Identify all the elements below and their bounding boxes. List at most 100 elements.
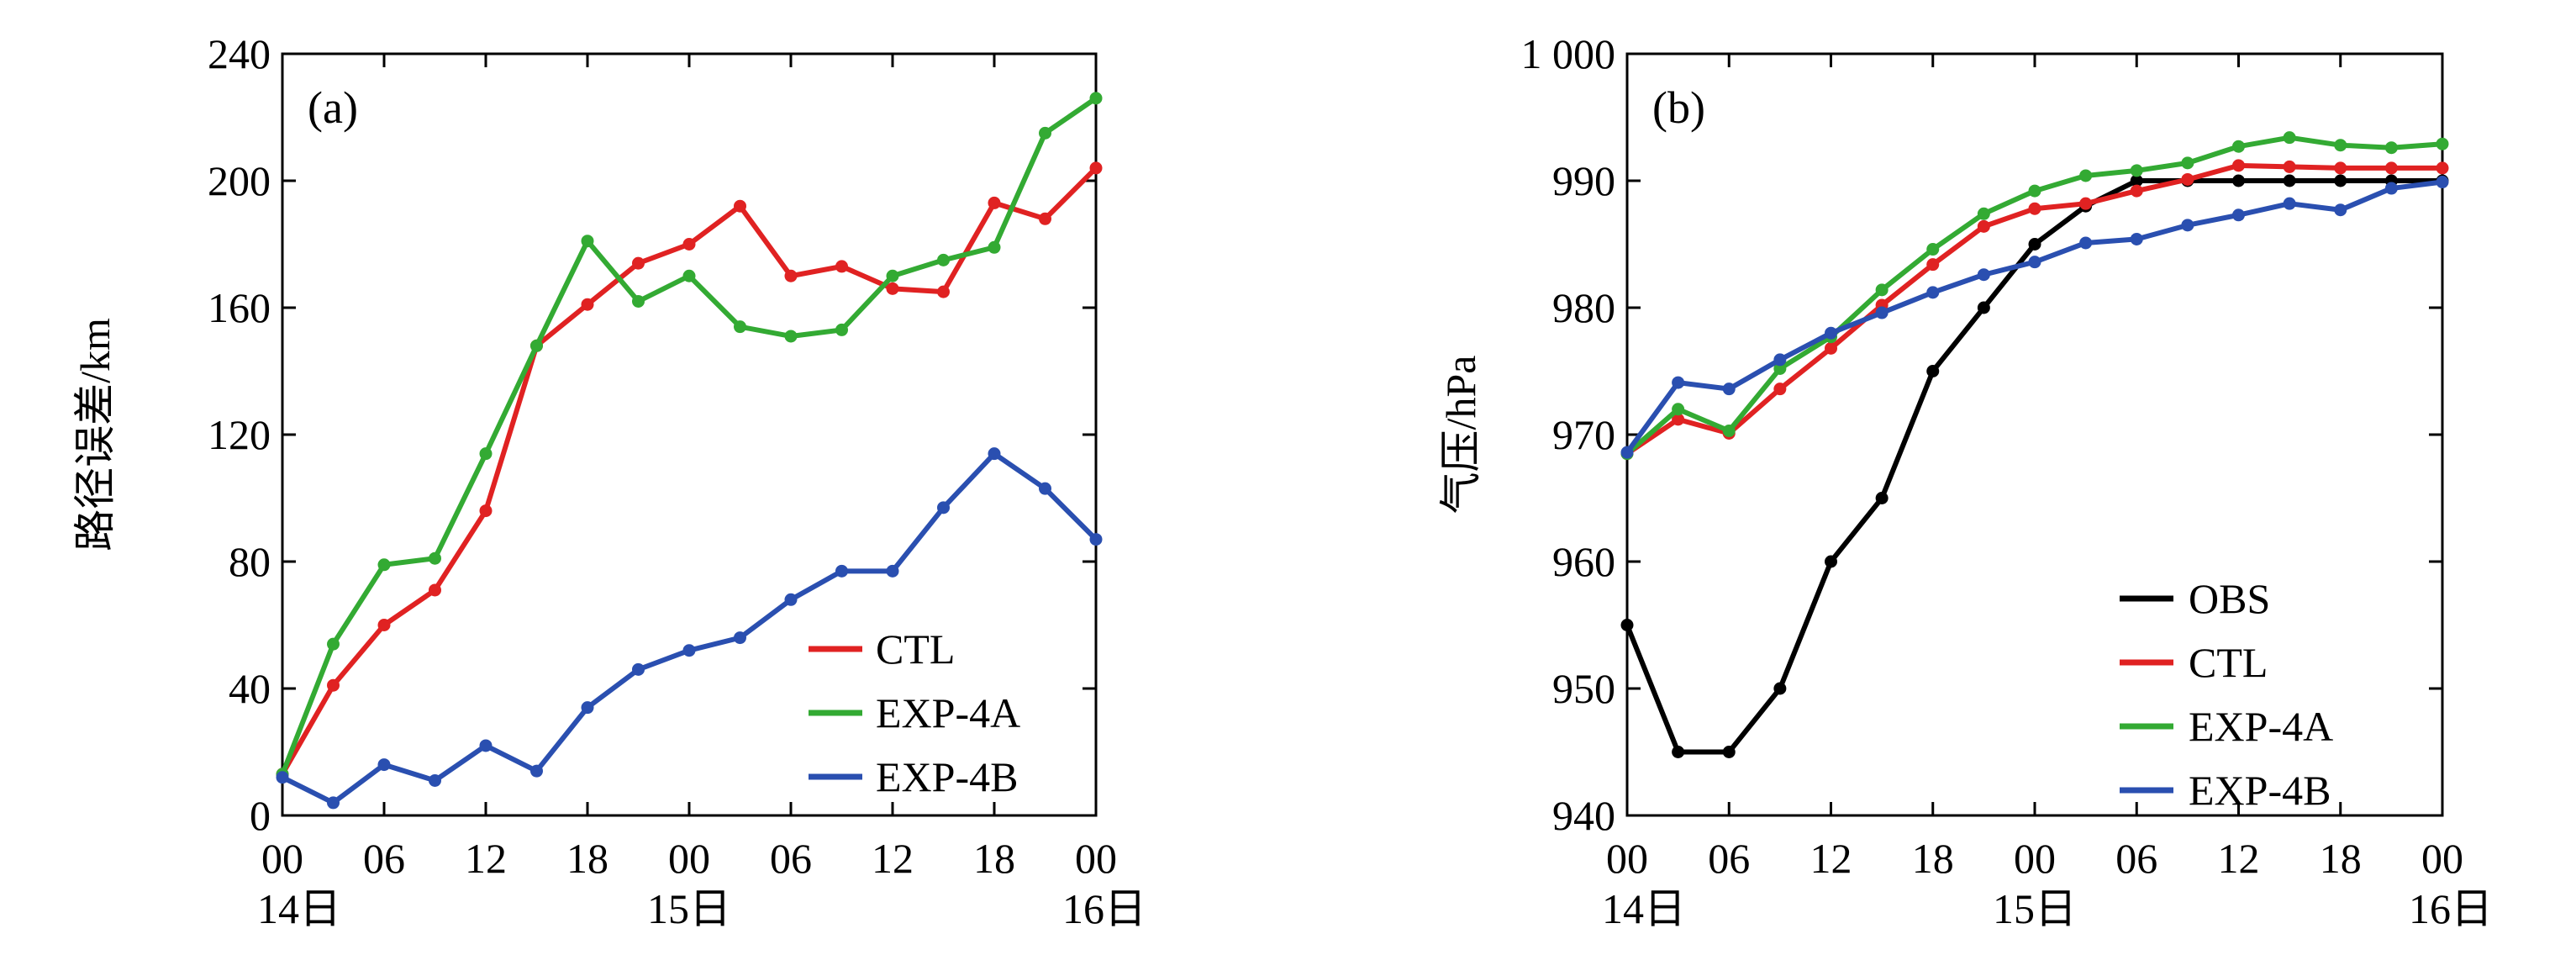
data-point xyxy=(835,323,848,336)
data-point xyxy=(2283,197,2296,210)
data-point xyxy=(2232,159,2245,172)
data-point xyxy=(2384,182,2398,195)
data-point xyxy=(377,619,391,631)
series-line xyxy=(1625,179,2445,456)
data-point xyxy=(327,678,340,692)
data-point xyxy=(682,238,696,251)
data-point xyxy=(784,330,798,343)
data-point xyxy=(2283,131,2296,145)
y-tick-label: 0 xyxy=(250,792,271,839)
x-tick-label: 00 xyxy=(2014,835,2056,882)
data-point xyxy=(581,701,594,715)
data-point xyxy=(1875,492,1889,504)
data-point xyxy=(1977,268,1990,282)
day-label: 15日 xyxy=(647,885,731,932)
data-point xyxy=(2130,184,2143,198)
data-point xyxy=(1722,424,1736,437)
data-point xyxy=(530,339,543,352)
data-point xyxy=(886,564,899,578)
data-point xyxy=(1620,446,1634,459)
data-point xyxy=(2181,156,2194,170)
x-tick-label: 18 xyxy=(1912,835,1954,882)
data-point xyxy=(632,256,645,270)
x-tick-label: 18 xyxy=(973,835,1015,882)
data-point xyxy=(2232,140,2245,153)
data-point xyxy=(1039,126,1051,140)
data-point xyxy=(2079,169,2093,182)
data-point xyxy=(988,447,1001,461)
x-tick-label: 18 xyxy=(2320,835,2362,882)
data-point xyxy=(2028,256,2041,269)
data-point xyxy=(1089,92,1103,105)
day-label: 14日 xyxy=(257,885,341,932)
legend-label: CTL xyxy=(876,625,955,673)
data-point xyxy=(1773,353,1787,367)
x-tick-label: 12 xyxy=(2218,835,2260,882)
data-point xyxy=(377,758,391,772)
y-tick-label: 1 000 xyxy=(1521,30,1616,77)
x-tick-label: 12 xyxy=(872,835,914,882)
data-point xyxy=(682,644,696,657)
y-tick-label: 980 xyxy=(1552,284,1615,331)
x-tick-label: 06 xyxy=(770,835,812,882)
data-point xyxy=(2181,219,2194,232)
panel-label: (a) xyxy=(308,82,358,133)
day-label: 14日 xyxy=(1602,885,1686,932)
y-axis-title: 气压/hPa xyxy=(1437,356,1484,514)
y-tick-label: 200 xyxy=(208,157,271,204)
x-tick-label: 06 xyxy=(2115,835,2157,882)
data-point xyxy=(1773,361,1787,375)
y-tick-label: 960 xyxy=(1552,538,1615,585)
data-point xyxy=(2384,161,2398,175)
data-point xyxy=(1722,746,1736,758)
y-tick-label: 240 xyxy=(208,30,271,77)
data-point xyxy=(1773,383,1787,396)
panel-label: (b) xyxy=(1652,82,1705,133)
data-point xyxy=(784,269,798,282)
data-point xyxy=(1672,746,1685,758)
data-point xyxy=(1825,555,1837,568)
data-point xyxy=(2436,161,2449,175)
data-point xyxy=(2334,174,2347,187)
data-point xyxy=(1672,413,1685,426)
legend-label: EXP-4B xyxy=(2189,767,2331,814)
data-point xyxy=(479,504,493,518)
data-point xyxy=(2130,232,2143,245)
data-point xyxy=(1825,326,1837,340)
data-point xyxy=(937,501,950,514)
data-point xyxy=(1977,301,1990,314)
data-point xyxy=(1926,243,1940,256)
data-point xyxy=(734,199,746,213)
y-tick-label: 970 xyxy=(1552,411,1615,458)
data-point xyxy=(479,447,493,461)
data-point xyxy=(2028,184,2041,198)
data-point xyxy=(886,282,899,295)
data-point xyxy=(2334,203,2347,217)
data-point xyxy=(1773,682,1787,695)
legend-label: EXP-4A xyxy=(876,689,1020,736)
x-tick-label: 00 xyxy=(1075,835,1117,882)
data-point xyxy=(1926,365,1940,377)
series-exp-4a xyxy=(276,92,1103,781)
data-point xyxy=(632,662,645,676)
data-point xyxy=(1875,283,1889,297)
data-point xyxy=(2384,141,2398,155)
y-tick-label: 950 xyxy=(1552,665,1615,712)
data-point xyxy=(2028,202,2041,215)
data-point xyxy=(937,253,950,266)
data-point xyxy=(2283,160,2296,173)
x-tick-label: 12 xyxy=(465,835,507,882)
data-point xyxy=(1089,533,1103,546)
x-tick-label: 06 xyxy=(363,835,405,882)
y-axis-title: 路径误差/km xyxy=(71,318,119,551)
x-tick-label: 00 xyxy=(1606,835,1648,882)
x-tick-label: 00 xyxy=(2421,835,2463,882)
data-point xyxy=(2079,197,2093,210)
data-point xyxy=(632,294,645,308)
data-point xyxy=(327,637,340,651)
data-point xyxy=(835,260,848,273)
data-point xyxy=(2436,176,2449,189)
data-point xyxy=(1672,403,1685,416)
x-tick-label: 06 xyxy=(1708,835,1750,882)
series-exp-4a xyxy=(1620,131,2449,461)
